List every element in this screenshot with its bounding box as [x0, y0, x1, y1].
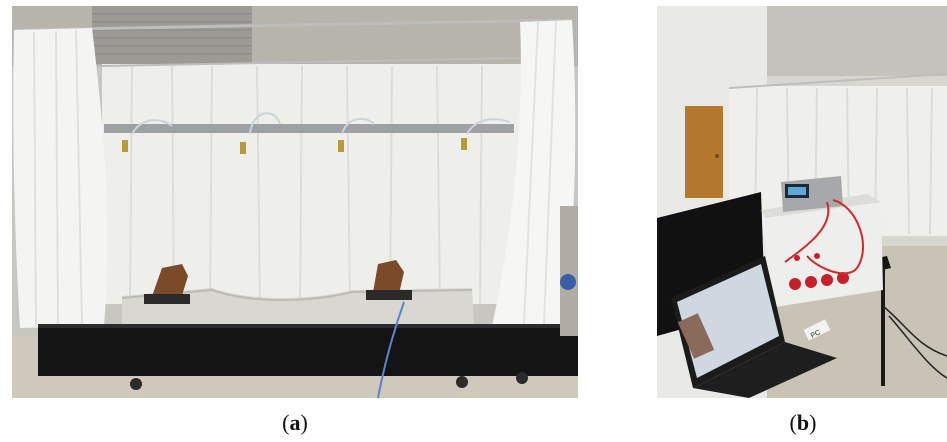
laptop-sticker-label: PC [810, 329, 822, 340]
test-rig-photo [12, 6, 578, 398]
photo-panel-b: PC [657, 6, 947, 398]
photo-panel-a [12, 6, 578, 398]
measurement-station-photo: PC [657, 6, 947, 398]
caption-panel-b: (b) [789, 410, 817, 435]
caption-panel-a: (a) [282, 410, 308, 435]
